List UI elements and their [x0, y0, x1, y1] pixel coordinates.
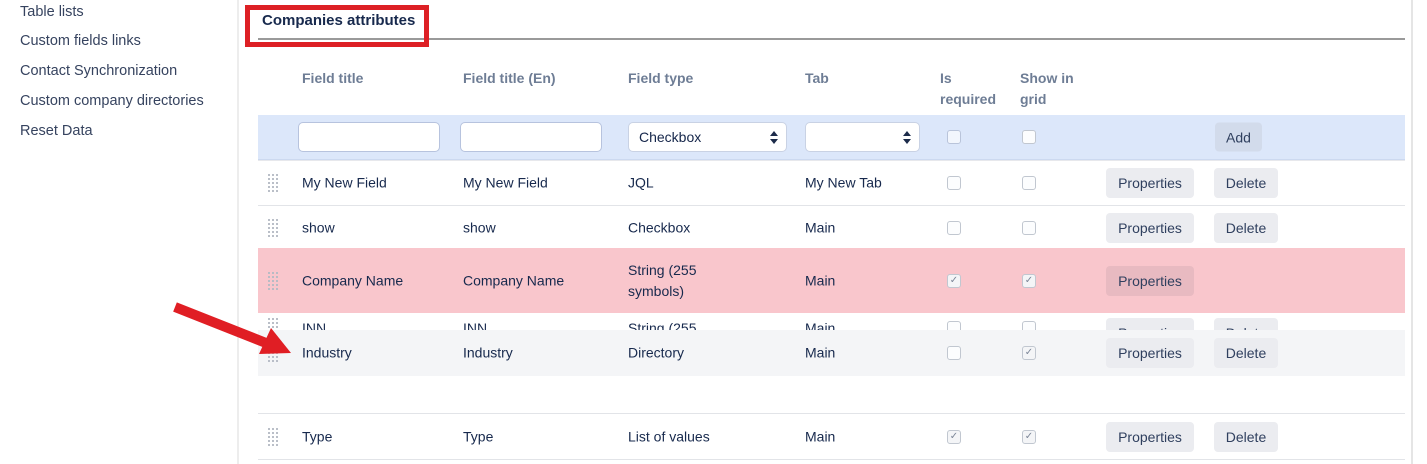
delete-button[interactable]: Delete — [1214, 421, 1278, 452]
field-title-cell: Company Name — [302, 272, 404, 288]
drag-handle-icon[interactable] — [266, 425, 278, 448]
sidebar-item-custom-company-directories[interactable]: Custom company directories — [20, 93, 204, 109]
table-row-type: Type Type List of values Main Properties… — [258, 413, 1405, 460]
delete-button[interactable]: Delete — [1214, 338, 1278, 368]
column-header-tab: Tab — [805, 70, 829, 86]
is-required-checkbox[interactable] — [947, 176, 961, 190]
properties-button[interactable]: Properties — [1106, 421, 1194, 452]
show-in-grid-checkbox[interactable] — [1022, 130, 1036, 144]
field-title-en-cell: Company Name — [463, 272, 565, 288]
sidebar-divider — [237, 0, 239, 464]
table-row-company-name: Company Name Company Name String (255 sy… — [258, 248, 1405, 313]
tab-cell: Main — [805, 344, 836, 361]
column-header-is-required: Is required — [940, 70, 997, 107]
delete-button[interactable]: Delete — [1214, 168, 1278, 198]
field-title-cell: show — [302, 219, 335, 235]
field-title-en-input[interactable] — [460, 122, 602, 152]
delete-button[interactable]: Delete — [1214, 318, 1278, 330]
drag-handle-icon[interactable] — [266, 216, 278, 239]
is-required-checkbox[interactable] — [947, 346, 961, 360]
column-header-field-type: Field type — [628, 70, 694, 86]
tab-cell: My New Tab — [805, 174, 882, 191]
field-title-input[interactable] — [298, 122, 440, 152]
is-required-checkbox[interactable] — [947, 220, 961, 235]
show-in-grid-checkbox[interactable] — [1022, 273, 1036, 288]
properties-button[interactable]: Properties — [1106, 318, 1194, 330]
drag-handle-icon[interactable] — [266, 172, 278, 194]
table-row-industry-dragging[interactable]: Industry Industry Directory Main Propert… — [258, 330, 1405, 376]
delete-button[interactable]: Delete — [1214, 212, 1278, 243]
add-button[interactable]: Add — [1215, 122, 1262, 152]
properties-button[interactable]: Properties — [1106, 265, 1194, 296]
sidebar-item-custom-fields-links[interactable]: Custom fields links — [20, 33, 141, 49]
table-row-my-new-field: My New Field My New Field JQL My New Tab… — [258, 160, 1405, 206]
properties-button[interactable]: Properties — [1106, 212, 1194, 243]
tab-select[interactable] — [805, 122, 920, 152]
properties-button[interactable]: Properties — [1106, 338, 1194, 368]
show-in-grid-checkbox[interactable] — [1022, 346, 1036, 360]
field-type-select-value: Checkbox — [639, 129, 702, 145]
show-in-grid-checkbox[interactable] — [1022, 176, 1036, 190]
is-required-checkbox[interactable] — [947, 429, 961, 444]
field-title-en-cell: show — [463, 219, 496, 235]
table-row-inn-clipped: INN INN String (255 Main Properties Dele… — [258, 313, 1405, 330]
show-in-grid-checkbox[interactable] — [1022, 321, 1036, 330]
field-type-cell: String (255 — [628, 320, 697, 330]
field-title-cell: Type — [302, 428, 333, 444]
field-title-cell: My New Field — [302, 174, 387, 191]
drag-handle-icon[interactable] — [266, 316, 278, 330]
field-title-cell: INN — [302, 320, 327, 330]
page-title: Companies attributes — [262, 12, 416, 29]
title-underline — [258, 38, 1405, 40]
field-type-cell: List of values — [628, 428, 710, 444]
tab-cell: Main — [805, 219, 836, 235]
add-field-form-row: Checkbox Add — [258, 115, 1405, 160]
table-row-show: show show Checkbox Main Properties Delet… — [258, 207, 1405, 248]
show-in-grid-checkbox[interactable] — [1022, 429, 1036, 444]
field-type-cell: Checkbox — [628, 219, 691, 235]
is-required-checkbox[interactable] — [947, 321, 961, 330]
column-header-field-title-en: Field title (En) — [463, 70, 556, 86]
show-in-grid-checkbox[interactable] — [1022, 220, 1036, 235]
drag-handle-icon[interactable] — [266, 269, 278, 292]
select-stepper-icon — [762, 130, 778, 144]
tab-cell: Main — [805, 272, 836, 288]
field-type-cell: Directory — [628, 344, 685, 361]
tab-cell: Main — [805, 320, 836, 330]
sidebar-item-reset-data[interactable]: Reset Data — [20, 123, 93, 139]
field-type-select[interactable]: Checkbox — [628, 122, 787, 152]
field-title-en-cell: INN — [463, 320, 488, 330]
sidebar-item-table-lists[interactable]: Table lists — [20, 4, 84, 20]
column-header-field-title: Field title — [302, 70, 364, 86]
drag-handle-icon[interactable] — [266, 342, 278, 364]
field-title-en-cell: Industry — [463, 344, 513, 361]
field-type-cell: JQL — [628, 174, 654, 191]
select-stepper-icon — [895, 130, 911, 144]
properties-button[interactable]: Properties — [1106, 168, 1194, 198]
tab-cell: Main — [805, 428, 836, 444]
field-type-cell: String (255 symbols) — [628, 261, 697, 299]
is-required-checkbox[interactable] — [947, 273, 961, 288]
field-title-en-cell: My New Field — [463, 174, 548, 191]
is-required-checkbox[interactable] — [947, 130, 961, 144]
field-title-cell: Industry — [302, 344, 352, 361]
sidebar-item-contact-synchronization[interactable]: Contact Synchronization — [20, 63, 178, 79]
column-header-show-in-grid: Show in grid — [1020, 70, 1074, 107]
content-right-edge — [1411, 0, 1413, 464]
field-title-en-cell: Type — [463, 428, 494, 444]
